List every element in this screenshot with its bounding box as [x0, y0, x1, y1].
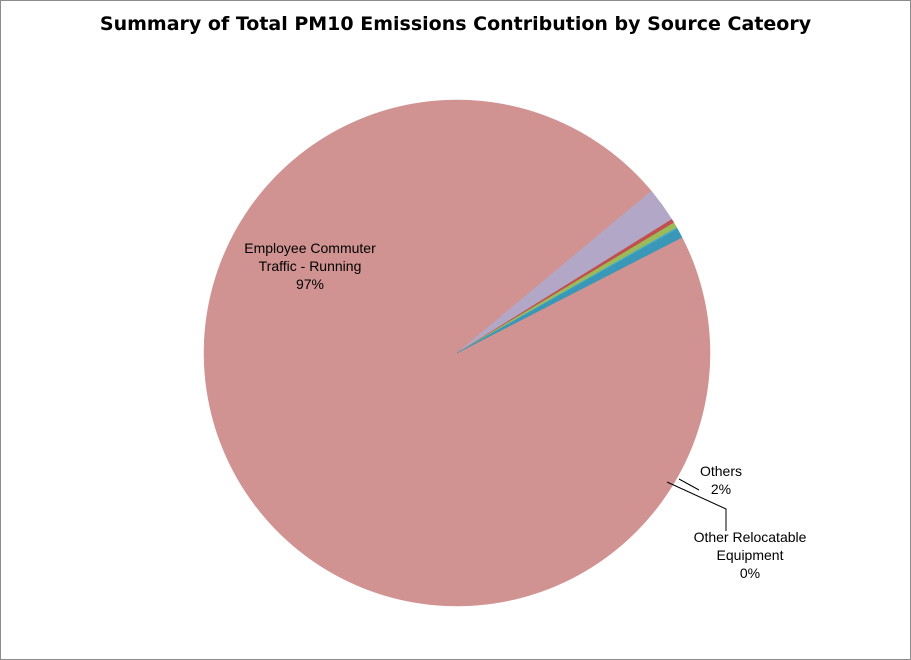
- data-label-other-relocatable-equipment-line-0: Other Relocatable: [694, 529, 807, 545]
- data-label-others-line-0: Others: [700, 463, 742, 479]
- chart-title: Summary of Total PM10 Emissions Contribu…: [99, 13, 812, 35]
- data-labels: Employee Commuter Traffic - Running 97% Oth…: [244, 240, 806, 581]
- data-label-employee-commuter: Employee Commuter Traffic - Running 97%: [244, 240, 376, 292]
- data-label-employee-commuter-line-0: Employee Commuter: [244, 240, 376, 256]
- leader-line-other-relocatable-equipment: [666, 481, 727, 531]
- data-label-employee-commuter-line-2: 97%: [296, 276, 324, 292]
- data-label-other-relocatable-equipment-line-2: 0%: [740, 565, 760, 581]
- data-label-others: Others 2%: [700, 463, 742, 497]
- data-label-other-relocatable-equipment-line-1: Equipment: [717, 547, 784, 563]
- data-label-others-line-1: 2%: [711, 481, 731, 497]
- pie-slice-other-relocatable-equipment: [456, 228, 683, 354]
- leader-lines: [666, 478, 727, 531]
- data-label-other-relocatable-equipment: Other Relocatable Equipment 0%: [694, 529, 807, 581]
- data-label-employee-commuter-line-1: Traffic - Running: [259, 258, 362, 274]
- leader-line-others: [678, 478, 700, 491]
- pie-slices: [203, 99, 711, 607]
